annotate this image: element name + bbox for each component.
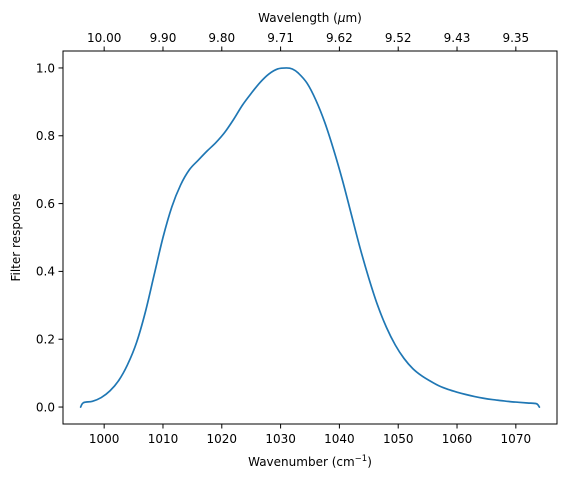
y-tick-label: 0.0 xyxy=(36,400,55,414)
y-tick-label: 0.4 xyxy=(36,265,55,279)
y-axis-title: Filter response xyxy=(9,193,23,281)
x-tick-label: 1000 xyxy=(89,432,120,446)
bottom-x-axis: 1000 1010 1020 1030 1040 1050 1060 1070 xyxy=(89,424,531,446)
top-x-tick-label: 9.90 xyxy=(150,31,177,45)
y-tick-label: 0.8 xyxy=(36,129,55,143)
top-x-axis: 10.00 9.90 9.80 9.71 9.62 9.52 9.43 9.35 xyxy=(87,31,529,51)
y-tick-label: 0.6 xyxy=(36,197,55,211)
x-tick-label: 1050 xyxy=(383,432,414,446)
x-axis-title-superscript: −1 xyxy=(355,454,368,464)
x-axis-title-suffix: ) xyxy=(367,455,372,469)
y-tick-label: 1.0 xyxy=(36,61,55,75)
y-tick-label: 0.2 xyxy=(36,333,55,347)
top-x-axis-title: Wavelength (μm) xyxy=(258,11,362,25)
top-x-tick-label: 10.00 xyxy=(87,31,121,45)
top-x-tick-label: 9.62 xyxy=(326,31,353,45)
x-tick-label: 1020 xyxy=(207,432,238,446)
x-tick-label: 1040 xyxy=(324,432,355,446)
top-x-tick-label: 9.80 xyxy=(208,31,235,45)
x-axis-title: Wavenumber (cm−1) xyxy=(248,454,372,469)
top-x-tick-label: 9.71 xyxy=(267,31,294,45)
top-x-tick-label: 9.43 xyxy=(444,31,471,45)
x-tick-label: 1070 xyxy=(501,432,532,446)
top-x-axis-title-mu: μ xyxy=(337,11,346,25)
top-x-tick-label: 9.35 xyxy=(502,31,529,45)
top-x-tick-label: 9.52 xyxy=(385,31,412,45)
x-tick-label: 1030 xyxy=(265,432,296,446)
filter-response-line xyxy=(79,67,541,408)
y-axis: 0.0 0.2 0.4 0.6 0.8 1.0 xyxy=(36,61,63,414)
x-tick-label: 1060 xyxy=(442,432,473,446)
plot-frame xyxy=(62,50,558,425)
top-x-axis-title-suffix: m) xyxy=(345,11,361,25)
series-layer xyxy=(79,67,541,408)
x-tick-label: 1010 xyxy=(148,432,179,446)
